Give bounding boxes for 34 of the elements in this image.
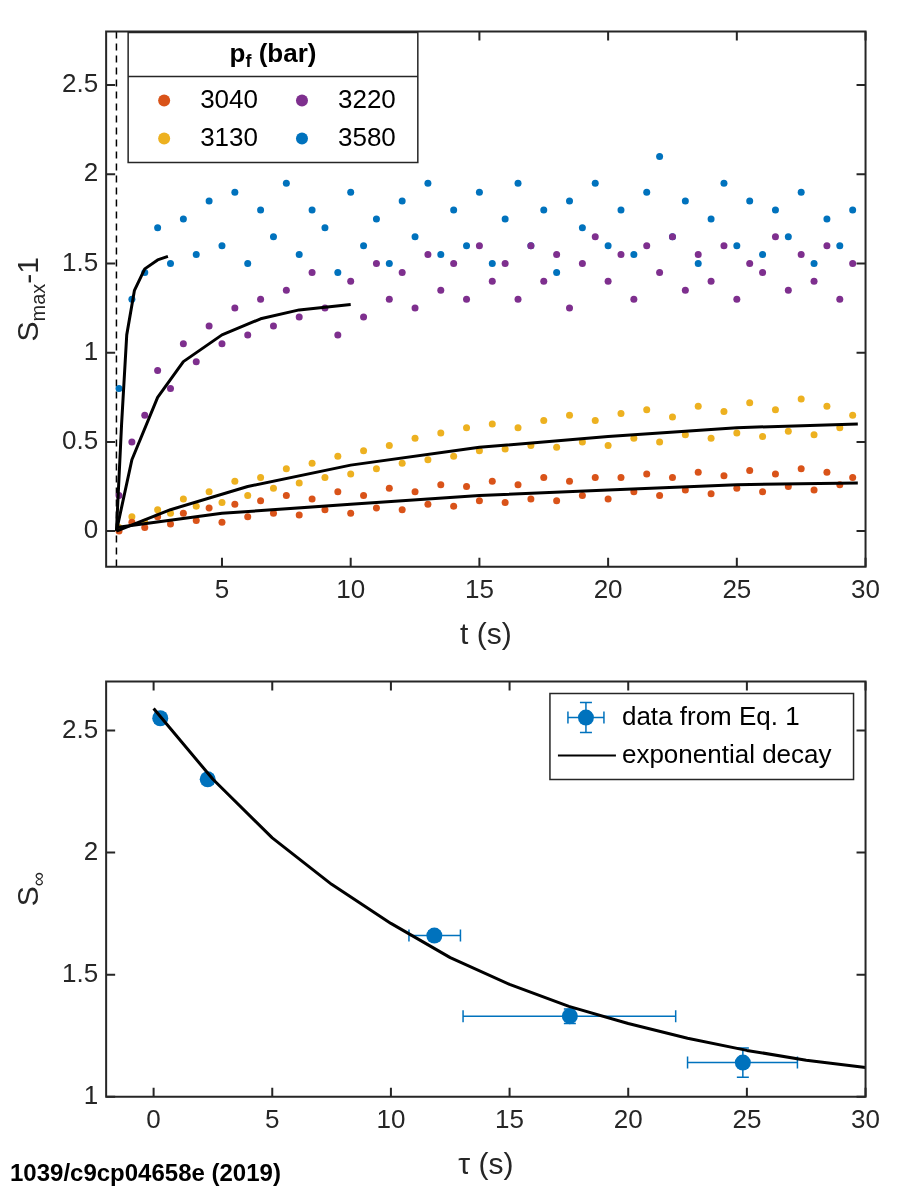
y-tick-label: 2 <box>83 835 99 866</box>
y-tick-label: 1 <box>83 1079 99 1110</box>
y-tick-label: 2.5 <box>61 713 99 744</box>
y-tick-label: 1.5 <box>61 246 99 277</box>
x-tick-label: 15 <box>495 1103 525 1134</box>
x-tick-label: 0 <box>146 1103 161 1134</box>
legend-label: exponential decay <box>621 738 832 769</box>
legend-label: 3040 <box>200 83 258 114</box>
x-tick-label: 30 <box>851 1103 880 1134</box>
y-tick-label: 1.5 <box>61 957 99 988</box>
legend-label: 3130 <box>200 121 258 152</box>
legend-label: data from Eq. 1 <box>621 700 800 731</box>
x-tick-label: 5 <box>265 1103 280 1134</box>
x-tick-label: 25 <box>722 573 752 604</box>
y-axis-title: Smax-1 <box>11 256 49 342</box>
text: 1039/c9cp04658e (2019) <box>10 1158 281 1186</box>
x-tick-label: 10 <box>376 1103 406 1134</box>
legend-label: 3220 <box>337 83 396 114</box>
y-tick-label: 1 <box>83 335 99 366</box>
x-axis-title: t (s) <box>460 617 512 651</box>
x-tick-label: 15 <box>464 573 494 604</box>
y-tick-label: 2.5 <box>61 68 99 99</box>
y-tick-label: 0.5 <box>61 425 99 456</box>
x-tick-label: 20 <box>613 1103 643 1134</box>
x-axis-title: τ (s) <box>458 1147 514 1181</box>
x-tick-label: 25 <box>732 1103 762 1134</box>
y-tick-label: 2 <box>83 157 99 188</box>
x-tick-label: 30 <box>851 573 880 604</box>
x-tick-label: 10 <box>336 573 366 604</box>
x-tick-label: 20 <box>593 573 623 604</box>
y-axis-title: S∞ <box>11 872 49 907</box>
legend-label: 3580 <box>337 121 396 152</box>
x-tick-label: 5 <box>214 573 230 604</box>
y-tick-label: 0 <box>83 514 99 545</box>
